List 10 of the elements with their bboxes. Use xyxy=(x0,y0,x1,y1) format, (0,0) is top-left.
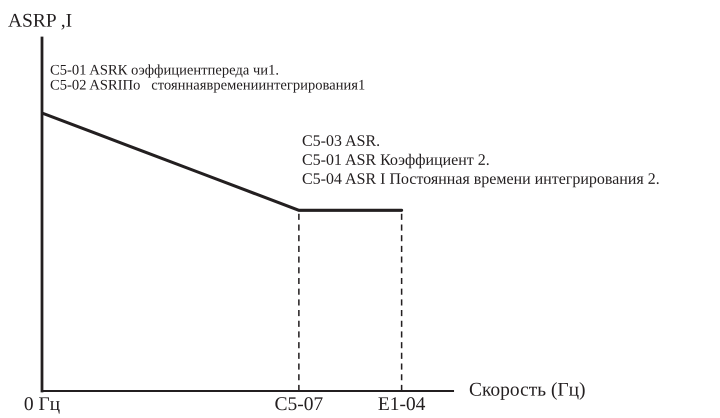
annotation: C5-01 ASR Коэффициент 2. xyxy=(302,154,489,168)
x-axis-title: Скорость (Гц) xyxy=(470,382,585,400)
annotation: C5-03 ASR. xyxy=(302,135,380,146)
text: C5-02 ASRIПо стояннаявремениинтегрирования1 xyxy=(50,80,364,93)
text: C5-01 ASRК оэффициентпереда чи1. xyxy=(50,64,278,78)
annotation: C5-04 ASR I Постоянная времени интегрирования 2. xyxy=(302,173,659,188)
x-tick-label: E1-04 xyxy=(378,397,426,410)
x-tick-label: 0 Гц xyxy=(24,397,60,414)
x-tick-label: C5-07 xyxy=(275,397,323,410)
y-axis-title: ASRP ,I xyxy=(8,14,72,30)
